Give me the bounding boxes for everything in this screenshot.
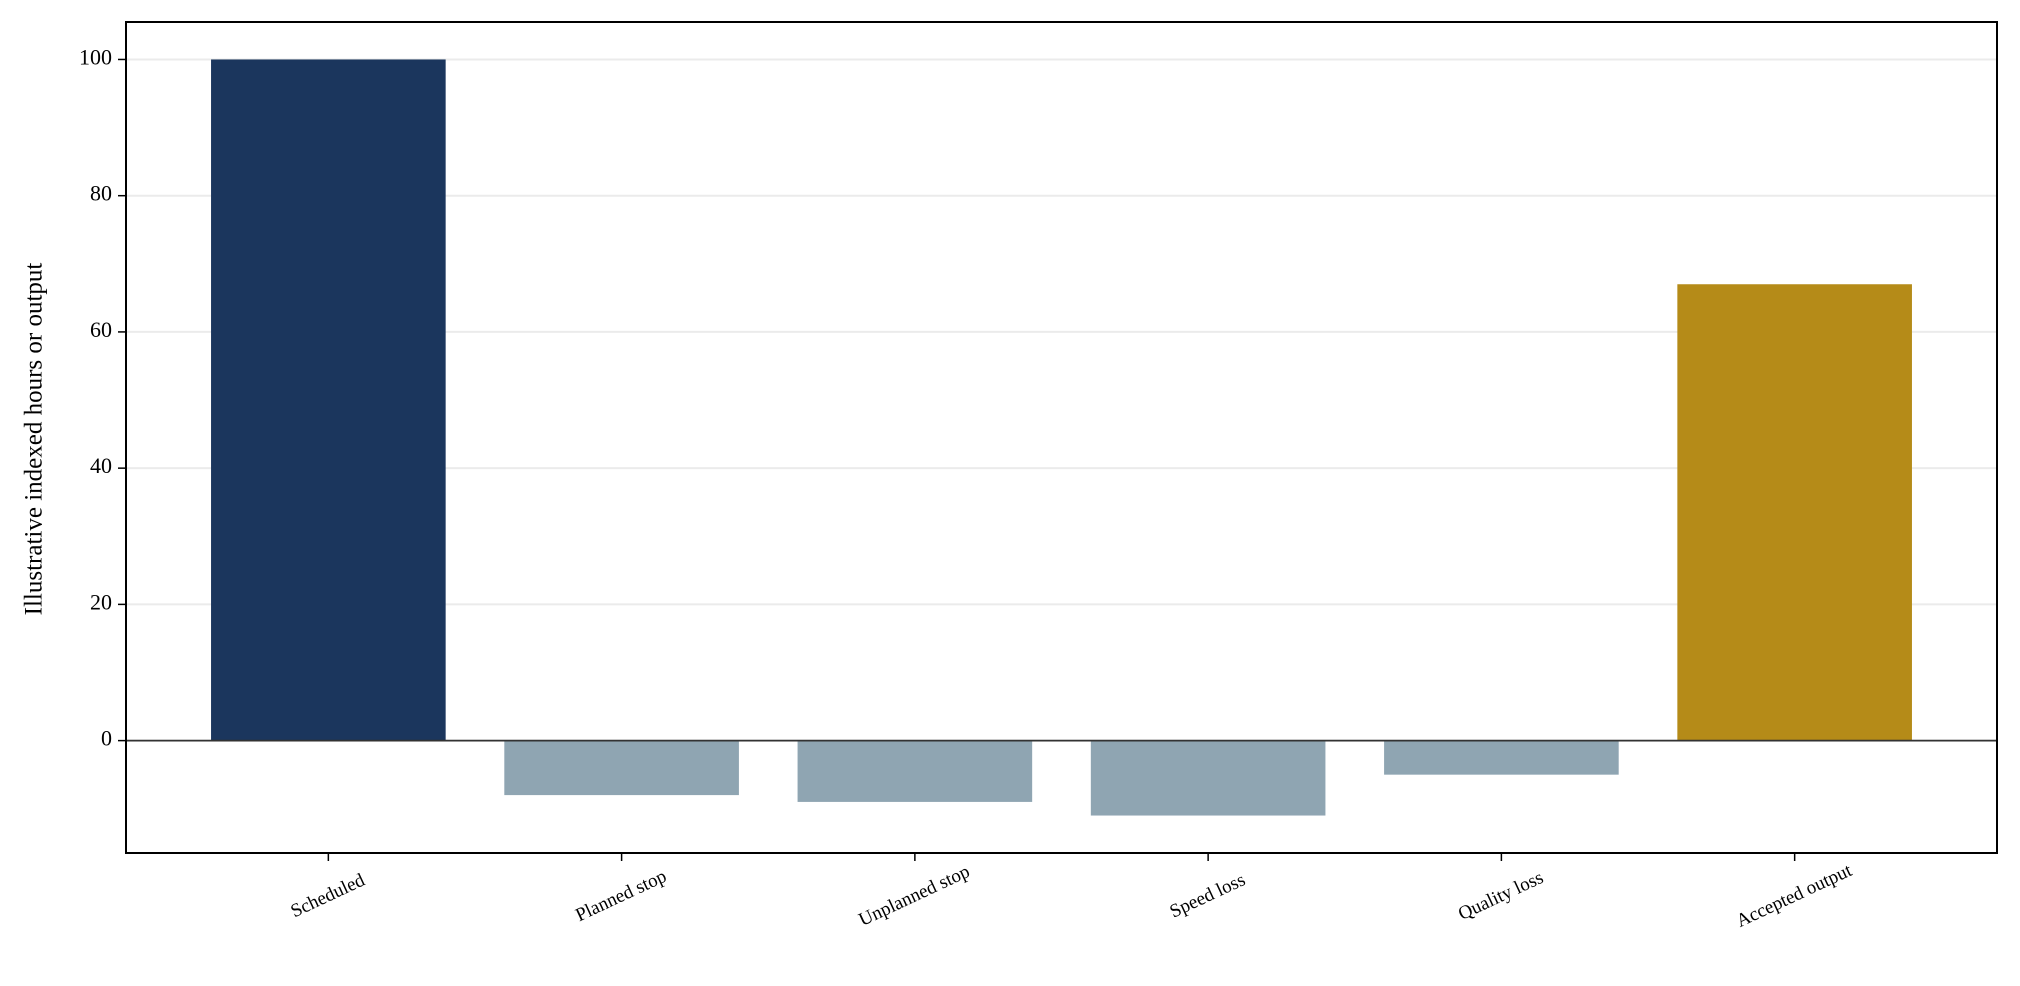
x-tick-label: Quality loss [1455,867,1547,925]
bar [1384,740,1619,775]
y-tick-label: 40 [90,453,112,478]
y-tick-label: 20 [90,589,112,614]
bar [797,740,1033,802]
x-tick-label: Unplanned stop [856,861,973,931]
y-tick-label: 80 [90,181,112,206]
x-tick-label: Accepted output [1733,860,1856,932]
x-tick-label: Speed loss [1167,869,1249,922]
y-tick-label: 60 [90,317,112,342]
plot-frame [125,21,1998,854]
bar [1677,284,1912,741]
x-tick-label: Scheduled [288,870,369,923]
bar [504,740,739,796]
y-tick-label: 0 [101,726,112,751]
bar [211,59,446,741]
y-tick-label: 100 [79,45,112,70]
y-axis-label: Illustrative indexed hours or output [21,263,48,616]
bar [1090,740,1326,816]
x-tick-label: Planned stop [572,866,669,926]
